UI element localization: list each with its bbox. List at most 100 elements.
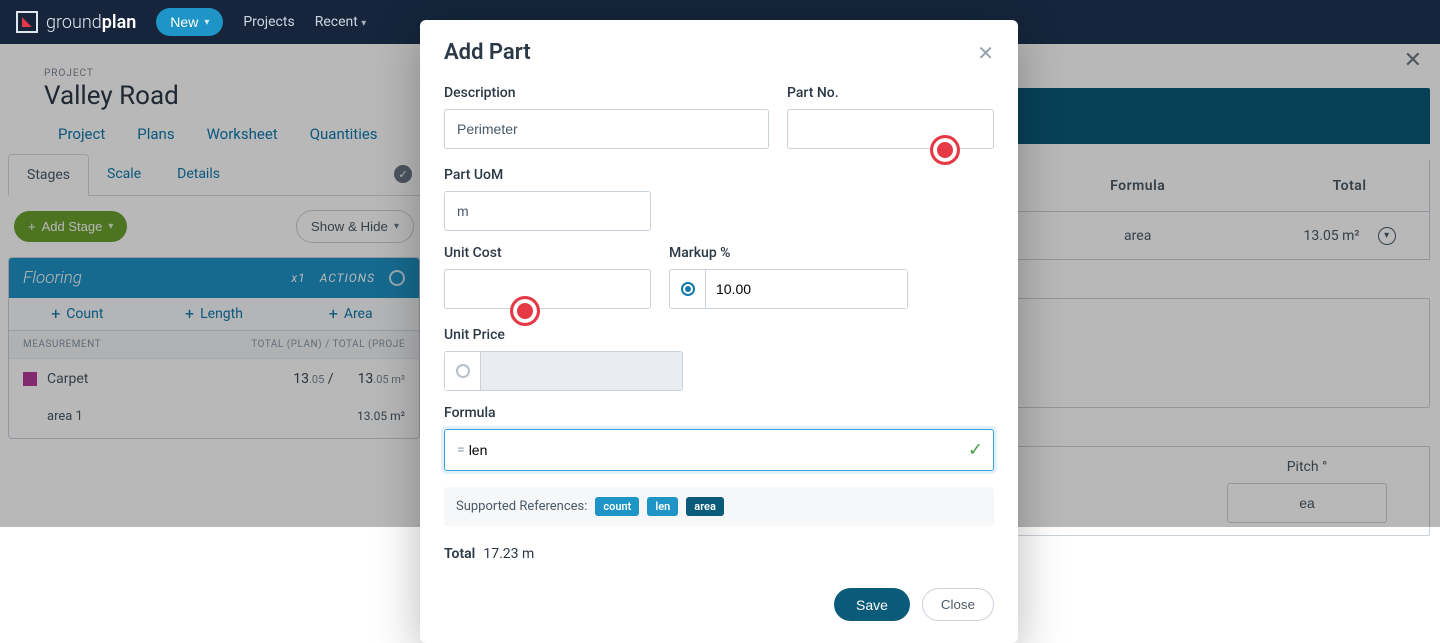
equals-icon: =	[457, 442, 465, 458]
tab-scale[interactable]: Scale	[89, 154, 159, 194]
stage-subheader: +Count +Length +Area	[9, 298, 419, 331]
gear-icon[interactable]	[389, 270, 405, 286]
tab-stages[interactable]: Stages	[8, 154, 89, 196]
label-unit-price: Unit Price	[444, 327, 683, 343]
add-stage-button[interactable]: + Add Stage ▾	[14, 211, 127, 242]
add-part-modal: Add Part ✕ Description Part No. Part UoM…	[420, 20, 1018, 643]
measurement-values: 13.05 / 13.05 m²	[293, 371, 405, 387]
formula-field: = ✓	[444, 429, 994, 471]
show-hide-button[interactable]: Show & Hide ▾	[296, 210, 414, 243]
label-unit-cost: Unit Cost	[444, 245, 651, 261]
new-button-label: New	[170, 14, 198, 30]
modal-header: Add Part ✕	[420, 20, 1018, 77]
brand-logo-icon	[16, 11, 38, 33]
stages-toolbar: + Add Stage ▾ Show & Hide ▾	[8, 196, 420, 257]
save-button[interactable]: Save	[834, 588, 910, 621]
modal-total: Total 17.23 m	[444, 532, 994, 568]
show-hide-label: Show & Hide	[311, 219, 388, 234]
part-no-input[interactable]	[787, 109, 994, 149]
stage-count: x1	[291, 271, 305, 285]
unit-price-radio[interactable]	[445, 352, 481, 390]
chevron-down-icon: ▾	[204, 17, 209, 28]
stage-title: Flooring	[23, 268, 82, 288]
total-label: Total	[444, 546, 475, 562]
ref-len[interactable]: len	[647, 497, 678, 516]
col-total-label: Total	[1333, 178, 1367, 194]
plus-icon: +	[28, 219, 36, 234]
chevron-down-icon: ▾	[394, 221, 399, 232]
modal-footer: Save Close	[420, 574, 1018, 643]
add-area[interactable]: +Area	[282, 298, 419, 330]
subnav-worksheet[interactable]: Worksheet	[207, 125, 278, 143]
nav-recent[interactable]: Recent ▾	[315, 14, 367, 30]
add-length[interactable]: +Length	[146, 298, 283, 330]
ref-count[interactable]: count	[595, 497, 639, 516]
measurement-head-right: TOTAL (PLAN) / TOTAL (PROJE	[251, 339, 405, 350]
total-value: 17.23 m	[483, 546, 534, 562]
brand-name-bold: plan	[102, 12, 137, 33]
measurement-header: MEASUREMENT TOTAL (PLAN) / TOTAL (PROJE	[9, 331, 419, 358]
part-uom-input[interactable]	[444, 191, 651, 231]
close-button[interactable]: Close	[922, 588, 994, 621]
add-count[interactable]: +Count	[9, 298, 146, 330]
cell-total: 13.05 m² ▾	[1270, 227, 1429, 245]
supported-references: Supported References: count len area	[444, 487, 994, 526]
markup-input[interactable]	[706, 270, 907, 308]
modal-body: Description Part No. Part UoM Unit Cost …	[420, 77, 1018, 574]
unit-cost-input[interactable]	[444, 269, 651, 309]
col-length-label: Length	[200, 306, 243, 322]
label-part-no: Part No.	[787, 85, 994, 101]
cell-formula: area	[1005, 228, 1270, 244]
subrow-name: area 1	[47, 409, 83, 424]
close-icon[interactable]: ✕	[977, 41, 994, 65]
cell-total-value: 13.05 m²	[1304, 228, 1360, 244]
label-description: Description	[444, 85, 769, 101]
subnav-plans[interactable]: Plans	[137, 125, 174, 143]
close-icon[interactable]: ✕	[1404, 48, 1430, 73]
measurement-head-left: MEASUREMENT	[23, 339, 101, 350]
val1-dec: .05	[309, 373, 324, 386]
pitch-field-group: Pitch °	[1197, 459, 1417, 523]
brand: groundplan	[16, 11, 136, 33]
measurement-subrow: area 1 13.05 m²	[9, 399, 419, 438]
radio-on-icon	[681, 282, 695, 296]
tab-details[interactable]: Details	[159, 154, 238, 194]
nav-projects[interactable]: Projects	[243, 14, 294, 30]
modal-title: Add Part	[444, 40, 531, 65]
formula-input[interactable]	[469, 442, 953, 458]
new-button[interactable]: New ▾	[156, 8, 223, 36]
unit-price-input[interactable]	[481, 352, 682, 390]
supported-label: Supported References:	[456, 499, 587, 514]
left-column: Stages Scale Details ✓ + Add Stage ▾ Sho…	[0, 153, 420, 439]
add-stage-label: Add Stage	[42, 219, 103, 234]
radio-off-icon	[456, 364, 470, 378]
chevron-down-icon: ▾	[108, 221, 113, 232]
pitch-input[interactable]	[1227, 483, 1387, 523]
measurement-row[interactable]: Carpet 13.05 / 13.05 m²	[9, 358, 419, 399]
label-markup: Markup %	[669, 245, 908, 261]
col-area-label: Area	[344, 306, 373, 322]
stage-header: Flooring x1 ACTIONS	[9, 258, 419, 298]
color-swatch-icon	[23, 372, 37, 386]
side-tabs: Stages Scale Details ✓	[8, 153, 420, 196]
subnav-quantities[interactable]: Quantities	[310, 125, 378, 143]
pitch-label: Pitch °	[1197, 459, 1417, 475]
col-formula: Formula	[1005, 178, 1270, 194]
description-input[interactable]	[444, 109, 769, 149]
unit-price-field	[444, 351, 683, 391]
stage-actions-label: ACTIONS	[320, 271, 375, 285]
expand-row-icon[interactable]: ▾	[1378, 227, 1396, 245]
val-slash: /	[328, 371, 334, 387]
markup-radio[interactable]	[670, 270, 706, 308]
nav-recent-label: Recent	[315, 14, 358, 30]
tab-check-icon: ✓	[394, 165, 412, 183]
subrow-value: 13.05 m²	[357, 409, 405, 424]
ref-area[interactable]: area	[686, 497, 724, 516]
measurement-name: Carpet	[47, 371, 88, 387]
col-total: Total	[1270, 178, 1429, 194]
check-icon: ✓	[968, 440, 983, 461]
subnav-project[interactable]: Project	[58, 125, 105, 143]
markup-field	[669, 269, 908, 309]
val2-dec: .05 m²	[373, 373, 405, 386]
chevron-down-icon: ▾	[361, 18, 366, 29]
